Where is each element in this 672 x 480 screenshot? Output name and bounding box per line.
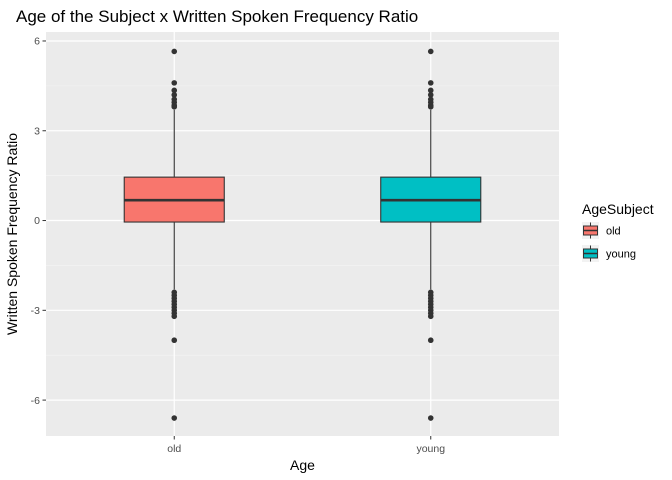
outlier-point: [171, 337, 178, 344]
legend-key-old: [582, 222, 599, 239]
x-axis-ticks: old young: [167, 436, 445, 455]
outlier-point: [427, 337, 434, 344]
legend-title: AgeSubject: [582, 201, 654, 217]
outlier-point: [427, 92, 434, 98]
y-tick-label: 6: [34, 36, 40, 48]
y-tick-label: 3: [34, 125, 40, 137]
outlier-point: [171, 48, 178, 55]
plot-panel: [46, 32, 559, 436]
outlier-point: [171, 80, 178, 86]
outlier-point: [171, 87, 178, 94]
outlier-point: [427, 313, 434, 320]
outlier-point: [171, 104, 178, 110]
boxplots: [123, 48, 482, 421]
x-tick-label: young: [416, 443, 445, 455]
legend-label: young: [606, 249, 636, 261]
boxplot-young: [380, 48, 482, 421]
outlier-point: [427, 48, 434, 55]
outlier-point: [171, 313, 178, 320]
outlier-point: [171, 92, 178, 98]
outlier-point: [427, 80, 434, 86]
legend: AgeSubject old young: [582, 201, 654, 262]
outlier-point: [427, 104, 434, 110]
y-tick-label: -6: [31, 395, 40, 407]
y-tick-label: -3: [31, 305, 40, 317]
y-axis-ticks: -6 -3 0 3 6: [31, 36, 46, 407]
chart-title: Age of the Subject x Written Spoken Freq…: [16, 7, 418, 26]
x-tick-label: old: [167, 443, 181, 455]
legend-label: old: [606, 226, 621, 238]
boxplot-old: [123, 48, 225, 421]
y-axis-title: Written Spoken Frequency Ratio: [4, 133, 20, 335]
x-axis-title: Age: [290, 457, 315, 473]
outlier-point: [427, 87, 434, 94]
outlier-point: [427, 415, 434, 421]
y-tick-label: 0: [34, 215, 40, 227]
outlier-point: [171, 415, 178, 421]
legend-key-young: [582, 245, 599, 262]
